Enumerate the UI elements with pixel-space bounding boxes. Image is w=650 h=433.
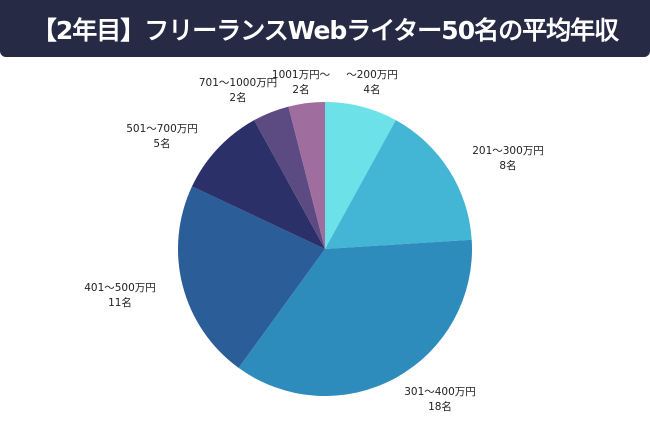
slice-value-label: 8名 bbox=[499, 160, 517, 172]
slice-label: 1001万円～ 2名 bbox=[272, 68, 330, 98]
slice-category-label: 301～400万円 bbox=[404, 386, 476, 398]
pie-slice bbox=[191, 120, 325, 249]
slice-label: 301～400万円 18名 bbox=[404, 385, 476, 415]
slice-category-label: 401～500万円 bbox=[84, 282, 156, 294]
slice-category-label: ～200万円 bbox=[346, 69, 398, 81]
slice-value-label: 2名 bbox=[292, 84, 310, 96]
slice-label: 401～500万円 11名 bbox=[84, 281, 156, 311]
pie-slice bbox=[238, 239, 472, 396]
pie-slice bbox=[325, 102, 396, 249]
slice-value-label: 18名 bbox=[428, 401, 452, 413]
slice-label: 201～300万円 8名 bbox=[472, 144, 544, 174]
slice-label: 701～1000万円 2名 bbox=[199, 76, 277, 106]
slice-value-label: 4名 bbox=[363, 84, 381, 96]
slice-label: 501～700万円 5名 bbox=[126, 122, 198, 152]
pie-slice bbox=[254, 106, 325, 249]
slice-value-label: 11名 bbox=[108, 297, 132, 309]
title-bar: 【2年目】フリーランスWebライター50名の平均年収 bbox=[0, 0, 650, 57]
pie-slice bbox=[325, 120, 472, 249]
slice-category-label: 1001万円～ bbox=[271, 69, 331, 81]
slice-value-label: 2名 bbox=[229, 92, 247, 104]
slice-category-label: 201～300万円 bbox=[472, 145, 544, 157]
pie-slice bbox=[177, 186, 325, 368]
slice-category-label: 501～700万円 bbox=[126, 123, 198, 135]
slice-label: ～200万円 4名 bbox=[346, 68, 398, 98]
chart-title: 【2年目】フリーランスWebライター50名の平均年収 bbox=[31, 15, 619, 45]
pie-slice bbox=[288, 102, 325, 249]
slice-value-label: 5名 bbox=[153, 138, 171, 150]
slice-category-label: 701～1000万円 bbox=[198, 77, 278, 89]
